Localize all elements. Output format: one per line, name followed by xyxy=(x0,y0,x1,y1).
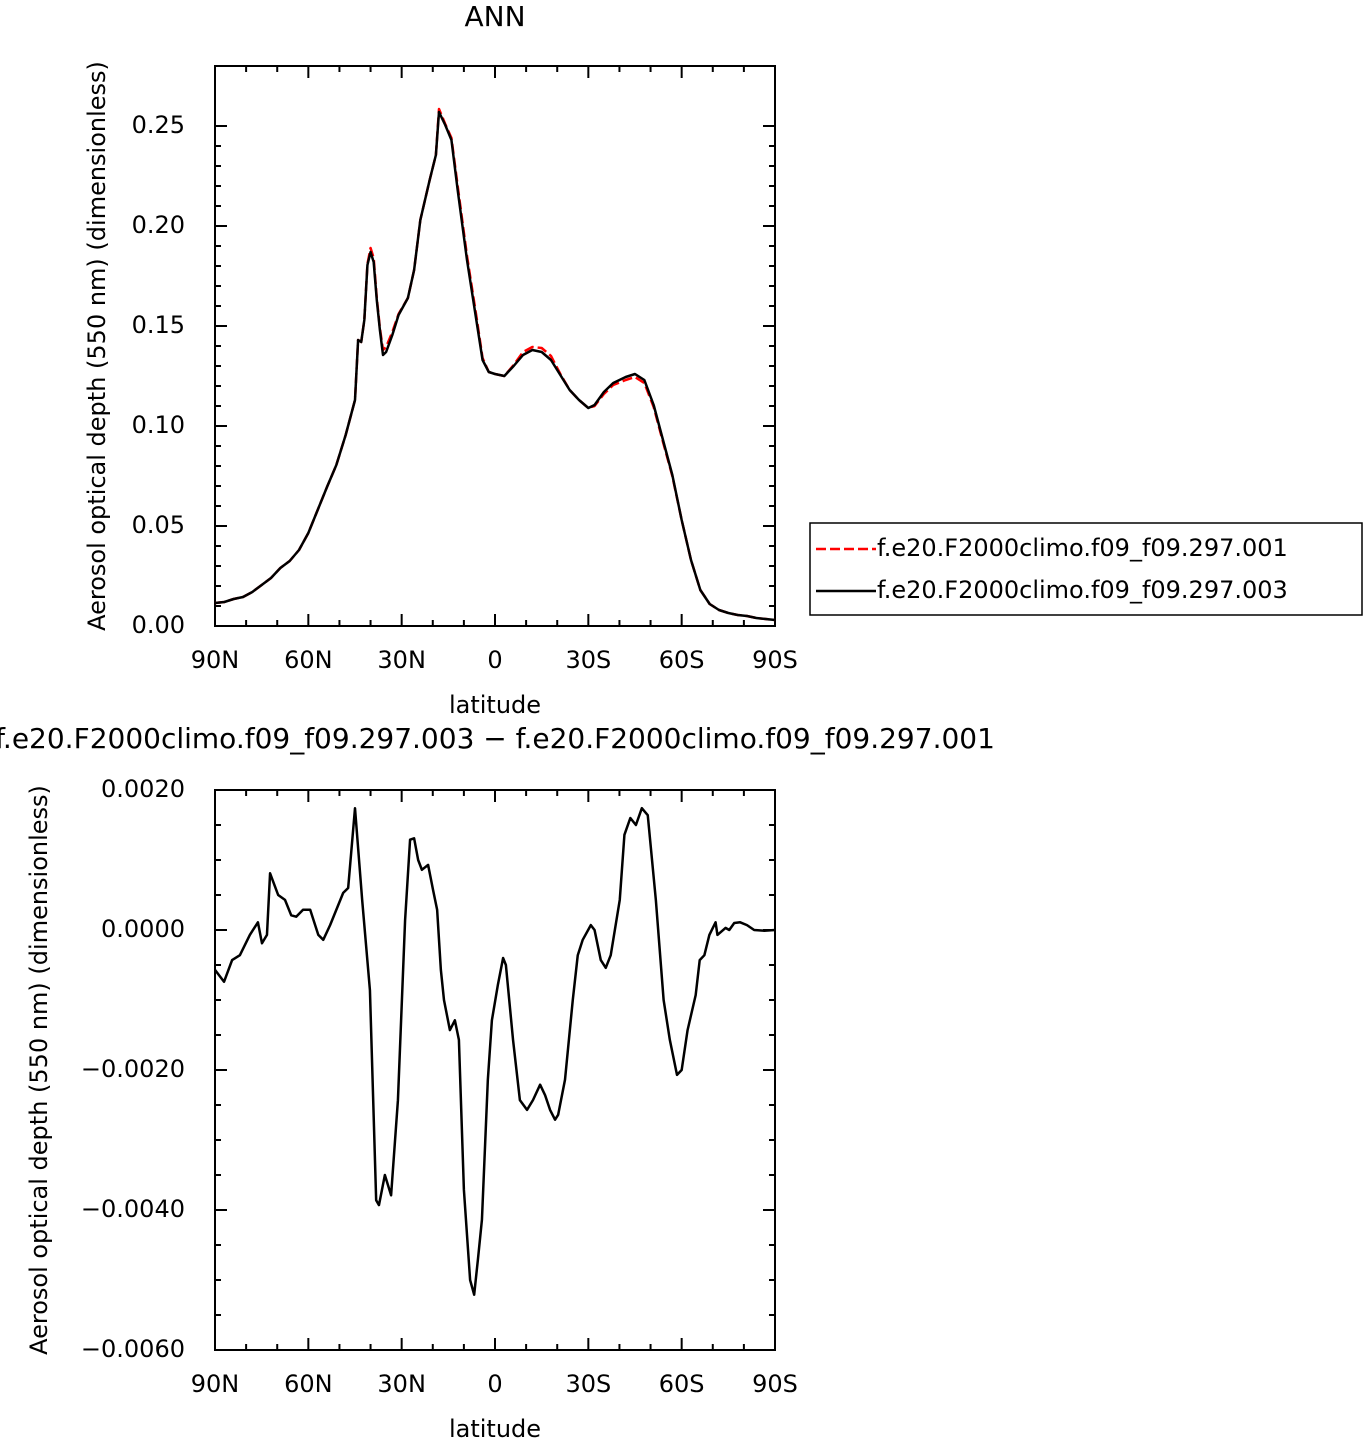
x-tick-label: 90N xyxy=(191,646,240,674)
x-tick-label: 90S xyxy=(752,646,798,674)
y-tick-label: −0.0020 xyxy=(81,1055,185,1083)
x-tick-label: 30S xyxy=(565,1370,611,1398)
y-tick-label: 0.20 xyxy=(132,211,185,239)
y-tick-label: 0.0000 xyxy=(101,915,185,943)
chart-title: f.e20.F2000climo.f09_f09.297.003 − f.e20… xyxy=(0,722,995,755)
y-tick-label: 0.10 xyxy=(132,411,185,439)
y-tick-label: 0.25 xyxy=(132,111,185,139)
x-axis-label: latitude xyxy=(449,1415,541,1443)
y-tick-label: 0.00 xyxy=(132,611,185,639)
y-tick-label: 0.15 xyxy=(132,311,185,339)
y-tick-label: −0.0040 xyxy=(81,1195,185,1223)
x-tick-label: 90S xyxy=(752,1370,798,1398)
x-axis-label: latitude xyxy=(449,691,541,719)
x-tick-label: 60N xyxy=(284,1370,333,1398)
legend-label: f.e20.F2000climo.f09_f09.297.003 xyxy=(877,576,1288,604)
x-tick-label: 0 xyxy=(487,1370,502,1398)
x-tick-label: 60S xyxy=(659,646,705,674)
y-axis-label: Aerosol optical depth (550 nm) (dimensio… xyxy=(83,61,111,631)
x-tick-label: 60N xyxy=(284,646,333,674)
data-line xyxy=(214,110,776,622)
x-tick-label: 60S xyxy=(659,1370,705,1398)
legend-label: f.e20.F2000climo.f09_f09.297.001 xyxy=(877,534,1288,562)
y-tick-label: 0.0020 xyxy=(101,775,185,803)
plot-frame xyxy=(214,789,776,1351)
x-tick-label: 30N xyxy=(377,1370,426,1398)
x-tick-label: 30N xyxy=(377,646,426,674)
y-axis-label: Aerosol optical depth (550 nm) (dimensio… xyxy=(25,785,53,1355)
y-tick-label: 0.05 xyxy=(132,511,185,539)
x-tick-label: 30S xyxy=(565,646,611,674)
data-line xyxy=(214,107,776,622)
chart-title: ANN xyxy=(464,0,525,33)
plot-frame xyxy=(214,65,776,627)
x-tick-label: 90N xyxy=(191,1370,240,1398)
x-tick-label: 0 xyxy=(487,646,502,674)
data-line xyxy=(214,806,776,1296)
y-tick-label: −0.0060 xyxy=(81,1335,185,1363)
legend-box xyxy=(809,522,1363,616)
